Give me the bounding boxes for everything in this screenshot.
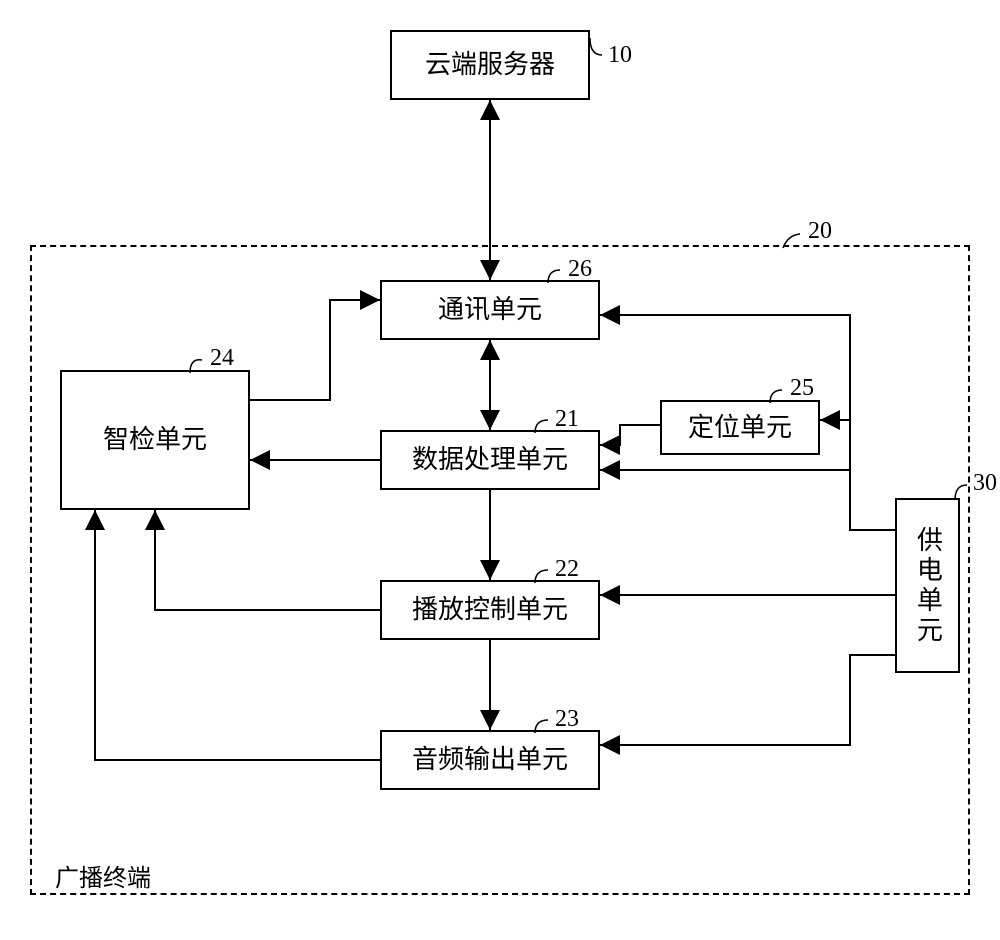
ref-30: 30 xyxy=(973,470,997,497)
data-proc-unit-label: 数据处理单元 xyxy=(412,443,568,477)
audio-out-unit-label: 音频输出单元 xyxy=(412,743,568,777)
comm-unit-box: 通讯单元 xyxy=(380,280,600,340)
ref-22: 22 xyxy=(555,556,579,583)
ref-21: 21 xyxy=(555,406,579,433)
power-unit-box: 供电单元 xyxy=(895,498,960,673)
locate-unit-label: 定位单元 xyxy=(688,411,792,445)
ref-25: 25 xyxy=(790,375,814,402)
broadcast-terminal-label: 广播终端 xyxy=(55,858,151,893)
cloud-server-box: 云端服务器 xyxy=(390,30,590,100)
ref-20: 20 xyxy=(808,218,832,245)
ref-10: 10 xyxy=(608,42,632,69)
play-ctrl-unit-box: 播放控制单元 xyxy=(380,580,600,640)
broadcast-terminal-container xyxy=(30,245,970,895)
cloud-server-label: 云端服务器 xyxy=(425,48,555,82)
comm-unit-label: 通讯单元 xyxy=(438,293,542,327)
inspect-unit-label: 智检单元 xyxy=(103,423,207,457)
ref-26: 26 xyxy=(568,256,592,283)
play-ctrl-unit-label: 播放控制单元 xyxy=(412,593,568,627)
locate-unit-box: 定位单元 xyxy=(660,400,820,455)
inspect-unit-box: 智检单元 xyxy=(60,370,250,510)
power-unit-label: 供电单元 xyxy=(911,526,945,646)
diagram-canvas: 广播终端 云端服务器 通讯单元 智检单元 数据处理单元 定位单元 播放控制单元 … xyxy=(0,0,1000,940)
data-proc-unit-box: 数据处理单元 xyxy=(380,430,600,490)
audio-out-unit-box: 音频输出单元 xyxy=(380,730,600,790)
ref-23: 23 xyxy=(555,706,579,733)
ref-24: 24 xyxy=(210,345,234,372)
